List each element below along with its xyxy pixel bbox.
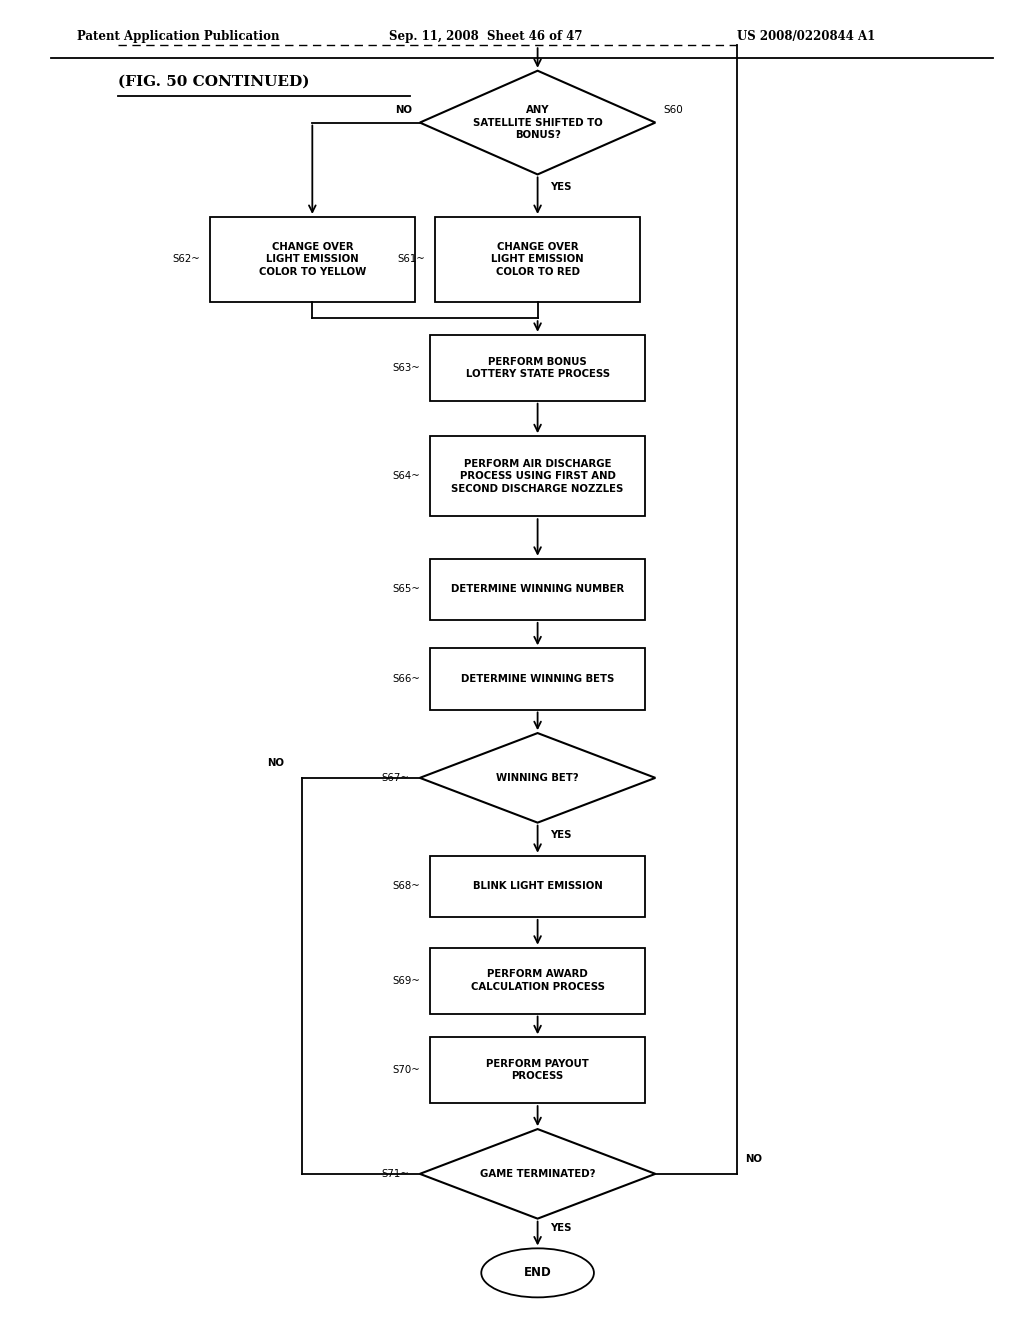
- Text: NO: NO: [745, 1155, 763, 1164]
- Text: YES: YES: [550, 830, 571, 841]
- Text: GAME TERMINATED?: GAME TERMINATED?: [480, 1168, 595, 1179]
- Text: Sep. 11, 2008  Sheet 46 of 47: Sep. 11, 2008 Sheet 46 of 47: [389, 30, 583, 44]
- Text: S64~: S64~: [392, 471, 420, 482]
- FancyBboxPatch shape: [430, 558, 645, 620]
- Polygon shape: [420, 71, 655, 174]
- Text: S61~: S61~: [397, 255, 425, 264]
- Text: NO: NO: [266, 759, 284, 768]
- Text: ANY
SATELLITE SHIFTED TO
BONUS?: ANY SATELLITE SHIFTED TO BONUS?: [473, 106, 602, 140]
- FancyBboxPatch shape: [430, 1038, 645, 1104]
- FancyBboxPatch shape: [430, 648, 645, 710]
- Text: S65~: S65~: [392, 585, 420, 594]
- Polygon shape: [420, 1129, 655, 1218]
- FancyBboxPatch shape: [430, 436, 645, 516]
- FancyBboxPatch shape: [430, 948, 645, 1014]
- Text: S63~: S63~: [392, 363, 420, 372]
- Text: NO: NO: [394, 106, 412, 115]
- Text: WINNING BET?: WINNING BET?: [497, 772, 579, 783]
- Text: S60: S60: [664, 106, 683, 115]
- Text: END: END: [523, 1266, 552, 1279]
- FancyBboxPatch shape: [430, 855, 645, 917]
- Text: S62~: S62~: [172, 255, 200, 264]
- Text: (FIG. 50 CONTINUED): (FIG. 50 CONTINUED): [118, 75, 309, 88]
- Text: PERFORM BONUS
LOTTERY STATE PROCESS: PERFORM BONUS LOTTERY STATE PROCESS: [466, 356, 609, 379]
- Text: S68~: S68~: [392, 882, 420, 891]
- Text: S70~: S70~: [392, 1065, 420, 1076]
- Text: DETERMINE WINNING NUMBER: DETERMINE WINNING NUMBER: [451, 585, 625, 594]
- Text: YES: YES: [550, 182, 571, 191]
- Text: PERFORM AIR DISCHARGE
PROCESS USING FIRST AND
SECOND DISCHARGE NOZZLES: PERFORM AIR DISCHARGE PROCESS USING FIRS…: [452, 459, 624, 494]
- Text: S67~: S67~: [382, 772, 410, 783]
- Text: S71~: S71~: [382, 1168, 410, 1179]
- FancyBboxPatch shape: [430, 335, 645, 401]
- Text: S66~: S66~: [392, 673, 420, 684]
- Text: YES: YES: [550, 1224, 571, 1233]
- FancyBboxPatch shape: [210, 216, 415, 302]
- Text: Patent Application Publication: Patent Application Publication: [77, 30, 280, 44]
- Text: PERFORM AWARD
CALCULATION PROCESS: PERFORM AWARD CALCULATION PROCESS: [471, 969, 604, 991]
- Polygon shape: [420, 733, 655, 822]
- Ellipse shape: [481, 1249, 594, 1298]
- Text: PERFORM PAYOUT
PROCESS: PERFORM PAYOUT PROCESS: [486, 1059, 589, 1081]
- Text: US 2008/0220844 A1: US 2008/0220844 A1: [737, 30, 876, 44]
- Text: CHANGE OVER
LIGHT EMISSION
COLOR TO RED: CHANGE OVER LIGHT EMISSION COLOR TO RED: [492, 242, 584, 277]
- FancyBboxPatch shape: [435, 216, 640, 302]
- Text: BLINK LIGHT EMISSION: BLINK LIGHT EMISSION: [473, 882, 602, 891]
- Text: DETERMINE WINNING BETS: DETERMINE WINNING BETS: [461, 673, 614, 684]
- Text: CHANGE OVER
LIGHT EMISSION
COLOR TO YELLOW: CHANGE OVER LIGHT EMISSION COLOR TO YELL…: [259, 242, 366, 277]
- Text: S69~: S69~: [392, 975, 420, 986]
